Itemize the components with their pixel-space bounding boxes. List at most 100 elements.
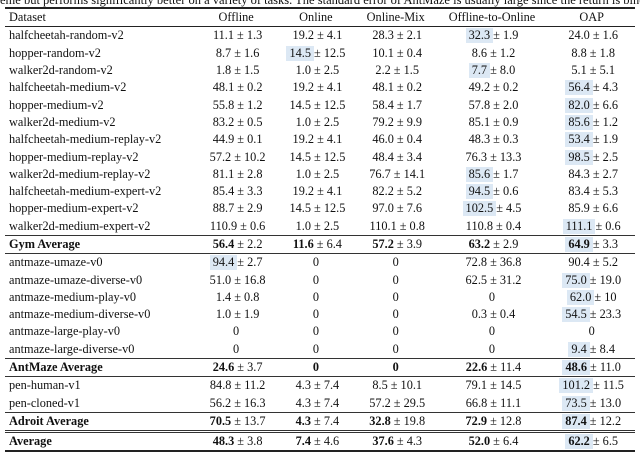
score-cell: 55.8 ± 1.2 bbox=[196, 96, 276, 113]
score-cell: 0 bbox=[356, 358, 436, 376]
mean-value: 62.5 bbox=[465, 272, 488, 287]
standard-error: 0.4 bbox=[499, 307, 516, 322]
score-cell: 1.0 ± 1.9 bbox=[196, 306, 276, 323]
standard-error: 11.5 bbox=[602, 378, 624, 393]
score-cell: 85.1 ± 0.9 bbox=[436, 114, 549, 131]
score-cell: 8.5 ± 10.1 bbox=[356, 377, 436, 395]
score-cell: 85.6 ± 1.7 bbox=[436, 166, 549, 183]
score-cell: 1.4 ± 0.8 bbox=[196, 289, 276, 306]
table-row: hopper-medium-replay-v2 57.2 ± 10.2 14.5 ± 1… bbox=[5, 148, 635, 165]
table-row: halfcheetah-medium-expert-v2 85.4 ± 3.3 19.… bbox=[5, 183, 635, 200]
standard-error: 1.2 bbox=[499, 45, 516, 60]
standard-error: 0.6 bbox=[502, 184, 519, 199]
score-cell: 9.4 ± 8.4 bbox=[548, 341, 635, 359]
score-cell: 48.3 ± 3.8 bbox=[196, 432, 276, 452]
score-cell: 70.5 ± 13.7 bbox=[196, 412, 276, 431]
score-cell: 62.2 ± 6.5 bbox=[548, 432, 635, 452]
score-cell: 94.4 ± 2.7 bbox=[196, 254, 276, 272]
score-cell: 8.6 ± 1.2 bbox=[436, 45, 549, 62]
average-row: Gym Average 56.4 ± 2.2 11.6 ± 6.4 57.2 ± 3.9 63… bbox=[5, 235, 635, 254]
mean-value: 19.2 bbox=[292, 132, 315, 147]
mean-value: 32.8 bbox=[369, 413, 391, 428]
table-row: pen-cloned-v1 56.2 ± 16.3 4.3 ± 7.4 57.2 ± 29.… bbox=[5, 395, 635, 413]
score-cell: 14.5 ± 12.5 bbox=[276, 148, 356, 165]
standard-error: 1.2 bbox=[247, 97, 263, 112]
score-cell: 1.8 ± 1.5 bbox=[196, 62, 276, 79]
standard-error: 6.5 bbox=[602, 434, 619, 449]
standard-error: 7.6 bbox=[406, 201, 423, 216]
column-header: Offline-to-Online bbox=[448, 10, 536, 25]
score-cell: 97.0 ± 7.6 bbox=[356, 200, 436, 217]
score-cell: 48.1 ± 0.2 bbox=[356, 79, 436, 96]
mean-value: 110.8 bbox=[465, 218, 493, 233]
standard-error: 2.1 bbox=[406, 28, 423, 43]
average-row: Adroit Average 70.5 ± 13.7 4.3 ± 7.4 32.8 ± 19… bbox=[5, 412, 635, 432]
score-cell: 0 bbox=[436, 289, 549, 306]
standard-error: 2.7 bbox=[602, 166, 619, 181]
standard-error: 2.5 bbox=[323, 218, 340, 233]
score-cell: 82.2 ± 5.2 bbox=[356, 183, 436, 200]
score-cell: 0 bbox=[356, 323, 436, 340]
standard-error: 11.0 bbox=[599, 360, 621, 375]
dataset-name: Average bbox=[9, 434, 52, 449]
score-cell: 85.4 ± 3.3 bbox=[196, 183, 276, 200]
score-cell: 56.4 ± 4.3 bbox=[548, 79, 635, 96]
score-cell: 0 bbox=[276, 289, 356, 306]
mean-value: 85.4 bbox=[212, 184, 235, 199]
score-cell: 53.4 ± 1.9 bbox=[548, 131, 635, 148]
mean-value: 110.9 bbox=[209, 218, 238, 233]
standard-error: 12.5 bbox=[323, 45, 346, 60]
mean-value: 63.2 bbox=[468, 237, 491, 251]
table-row: halfcheetah-medium-replay-v2 44.9 ± 0.1 19.… bbox=[5, 131, 635, 148]
score-cell: 57.2 ± 29.5 bbox=[356, 395, 436, 413]
score-cell: 76.7 ± 14.1 bbox=[356, 166, 436, 183]
mean-value: 8.8 bbox=[571, 45, 587, 60]
score-cell: 4.3 ± 7.4 bbox=[276, 377, 356, 395]
standard-error: 9.9 bbox=[406, 114, 423, 129]
score-cell: 14.5 ± 12.5 bbox=[276, 45, 356, 62]
standard-error: 4.1 bbox=[326, 132, 343, 147]
mean-value: 94.5 bbox=[465, 184, 494, 200]
score-cell: 72.9 ± 12.8 bbox=[436, 412, 549, 431]
score-cell: 22.6 ± 11.4 bbox=[436, 358, 549, 376]
score-cell: 0 bbox=[276, 323, 356, 340]
score-cell: 7.4 ± 4.6 bbox=[276, 432, 356, 452]
mean-value: 48.4 bbox=[372, 149, 394, 164]
mean-value: 0 bbox=[392, 289, 399, 304]
score-cell: 62.0 ± 10 bbox=[548, 289, 635, 306]
standard-error: 6.6 bbox=[602, 201, 619, 216]
standard-error: 5.3 bbox=[602, 184, 619, 199]
score-cell: 19.2 ± 4.1 bbox=[276, 79, 356, 96]
standard-error: 1.6 bbox=[244, 45, 260, 60]
mean-value: 0 bbox=[588, 324, 595, 339]
mean-value: 48.1 bbox=[372, 80, 394, 95]
dataset-name: antmaze-medium-diverse-v0 bbox=[9, 307, 151, 322]
score-cell: 84.3 ± 2.7 bbox=[548, 166, 635, 183]
score-cell: 11.6 ± 6.4 bbox=[276, 235, 356, 253]
table-row: antmaze-medium-diverse-v0 1.0 ± 1.9 0 0 0.3 ± … bbox=[5, 306, 635, 323]
mean-value: 1.8 bbox=[215, 63, 232, 78]
standard-error: 0.6 bbox=[605, 218, 621, 233]
mean-value: 49.2 bbox=[468, 80, 491, 95]
dataset-name: walker2d-random-v2 bbox=[9, 63, 113, 78]
score-cell: 0 bbox=[356, 271, 436, 288]
score-cell: 56.4 ± 2.2 bbox=[196, 235, 276, 253]
score-cell: 0 bbox=[196, 323, 276, 340]
score-cell: 75.0 ± 19.0 bbox=[548, 271, 635, 288]
mean-value: 0 bbox=[312, 272, 319, 287]
score-cell: 48.4 ± 3.4 bbox=[356, 148, 436, 165]
mean-value: 76.7 bbox=[369, 166, 391, 181]
standard-error: 2.5 bbox=[323, 166, 340, 181]
mean-value: 7.7 bbox=[468, 63, 491, 79]
mean-value: 98.5 bbox=[565, 149, 593, 165]
score-cell: 19.2 ± 4.1 bbox=[276, 183, 356, 200]
score-cell: 48.3 ± 0.3 bbox=[436, 131, 549, 148]
standard-error: 19.8 bbox=[403, 413, 426, 428]
mean-value: 102.5 bbox=[462, 201, 497, 217]
mean-value: 1.0 bbox=[295, 218, 311, 233]
mean-value: 0 bbox=[233, 341, 240, 356]
mean-value: 0 bbox=[392, 360, 399, 375]
mean-value: 110.1 bbox=[369, 218, 397, 233]
score-cell: 87.4 ± 12.2 bbox=[548, 412, 635, 431]
score-cell: 4.3 ± 7.4 bbox=[276, 395, 356, 413]
